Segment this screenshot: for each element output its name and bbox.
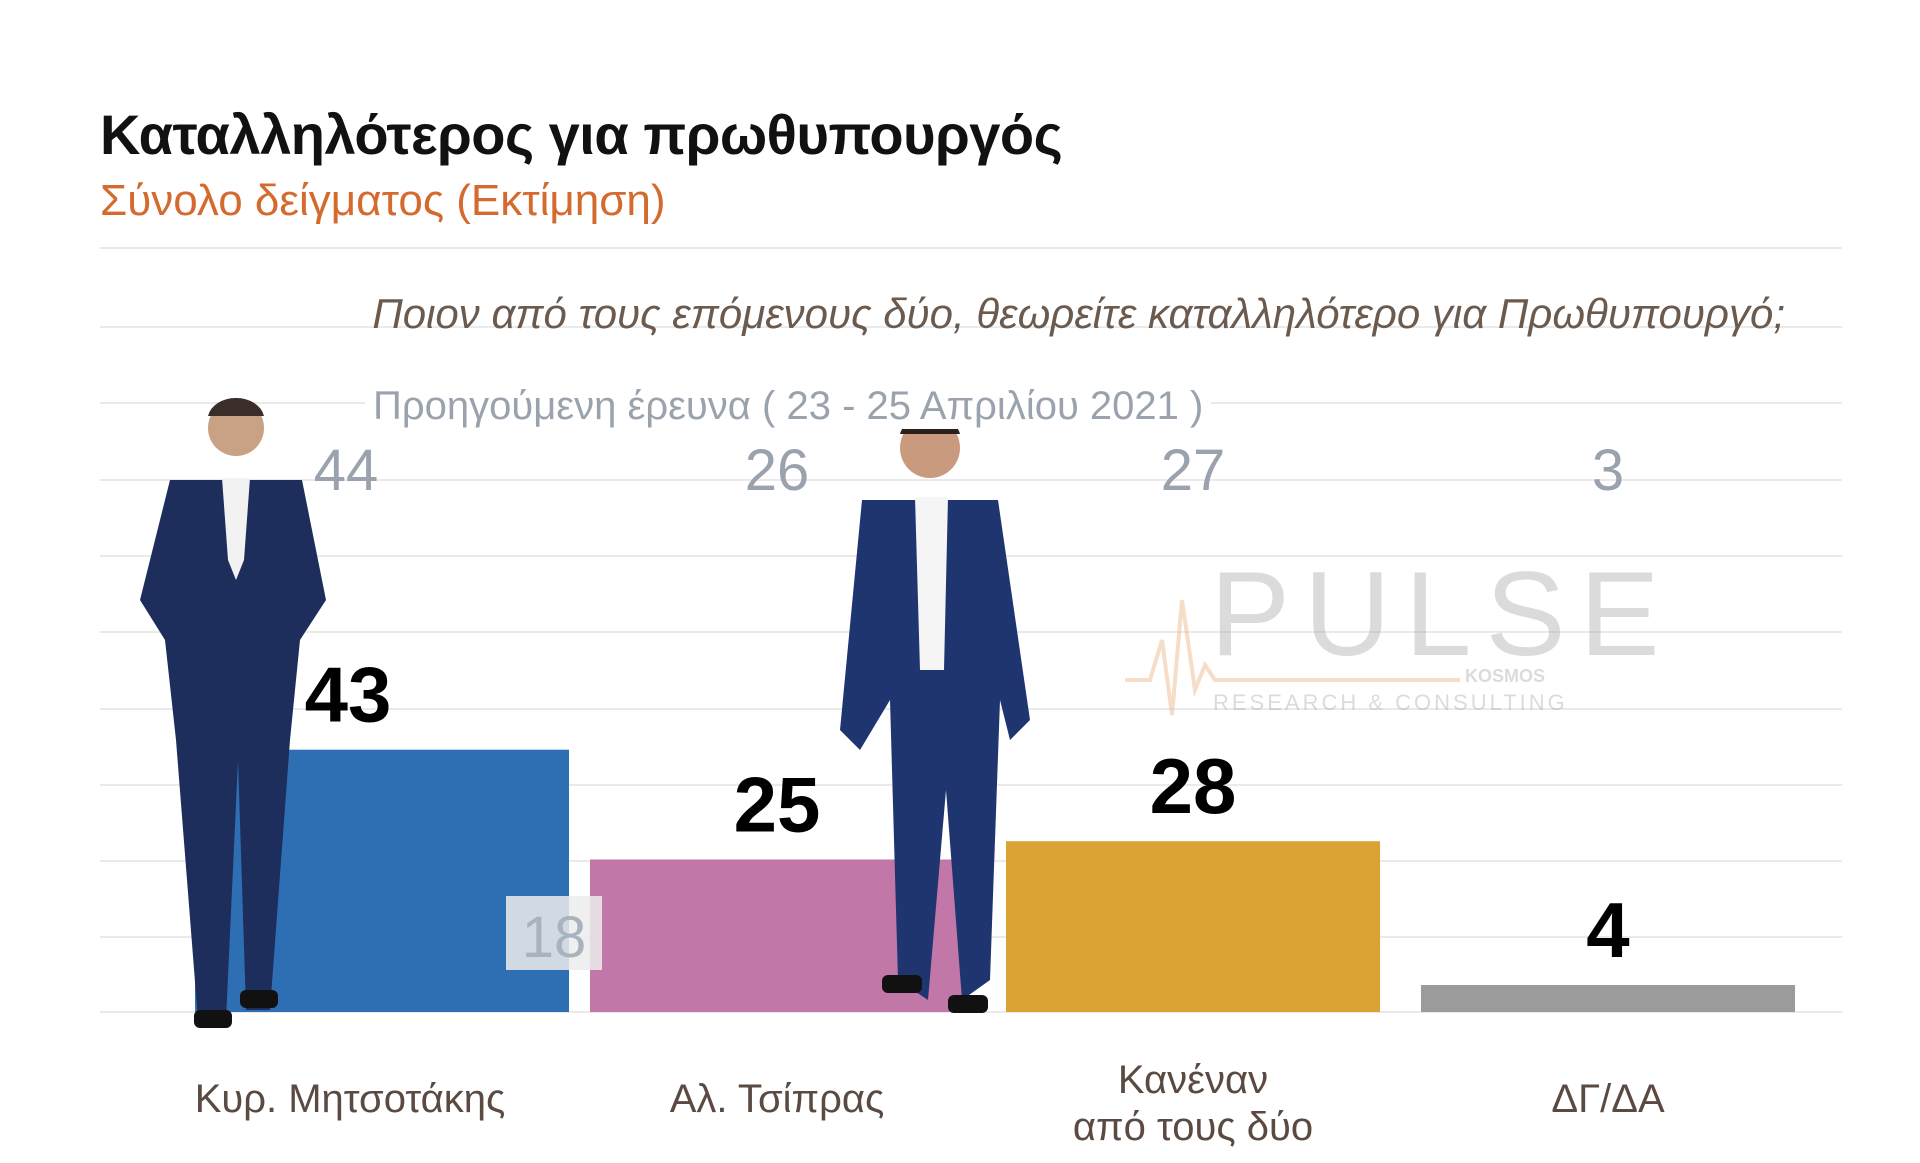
value-label: 25 (734, 761, 821, 849)
pulse-wave-icon (1125, 599, 1460, 716)
category-label: Κανέναν από τους δύο (1073, 1058, 1313, 1149)
category-label: ΔΓ/ΔΑ (1551, 1077, 1665, 1121)
pulse-watermark: PULSE KOSMOS RESEARCH & CONSULTING (1125, 547, 1674, 716)
value-labels: 43 25 28 4 (305, 651, 1630, 974)
previous-value-label: 26 (745, 438, 810, 503)
category-labels: Κυρ. Μητσοτάκης Αλ. Τσίπρας Κανέναν από του… (195, 1058, 1665, 1149)
person-figure-right (840, 415, 1030, 1013)
extra-label: 18 (522, 905, 587, 970)
bar (1421, 985, 1795, 1012)
previous-value-label: 3 (1592, 438, 1624, 503)
bar (1006, 841, 1380, 1012)
previous-value-label: 27 (1161, 438, 1226, 503)
value-label: 4 (1586, 886, 1629, 974)
value-label: 28 (1150, 742, 1237, 830)
watermark-tagline: RESEARCH & CONSULTING (1213, 690, 1568, 715)
previous-values: 44 26 27 3 (314, 438, 1624, 503)
chart-title: Καταλληλότερος για πρωθυπουργός (100, 103, 1063, 166)
survey-question: Ποιον από τους επόμενους δύο, θεωρείτε κ… (372, 290, 1785, 337)
value-label: 43 (305, 651, 392, 739)
previous-survey-note: Προηγούμενη έρευνα ( 23 - 25 Απριλίου 20… (365, 384, 1212, 429)
category-label: Αλ. Τσίπρας (670, 1077, 885, 1121)
person-figure-left (140, 397, 326, 1028)
watermark-brand: PULSE (1210, 547, 1674, 681)
category-label: Κυρ. Μητσοτάκης (195, 1077, 506, 1121)
extra-label-box: 18 (506, 896, 602, 970)
chart-subtitle: Σύνολο δείγματος (Εκτίμηση) (100, 176, 666, 225)
previous-value-label: 44 (314, 438, 379, 503)
watermark-partner: KOSMOS (1465, 666, 1545, 686)
